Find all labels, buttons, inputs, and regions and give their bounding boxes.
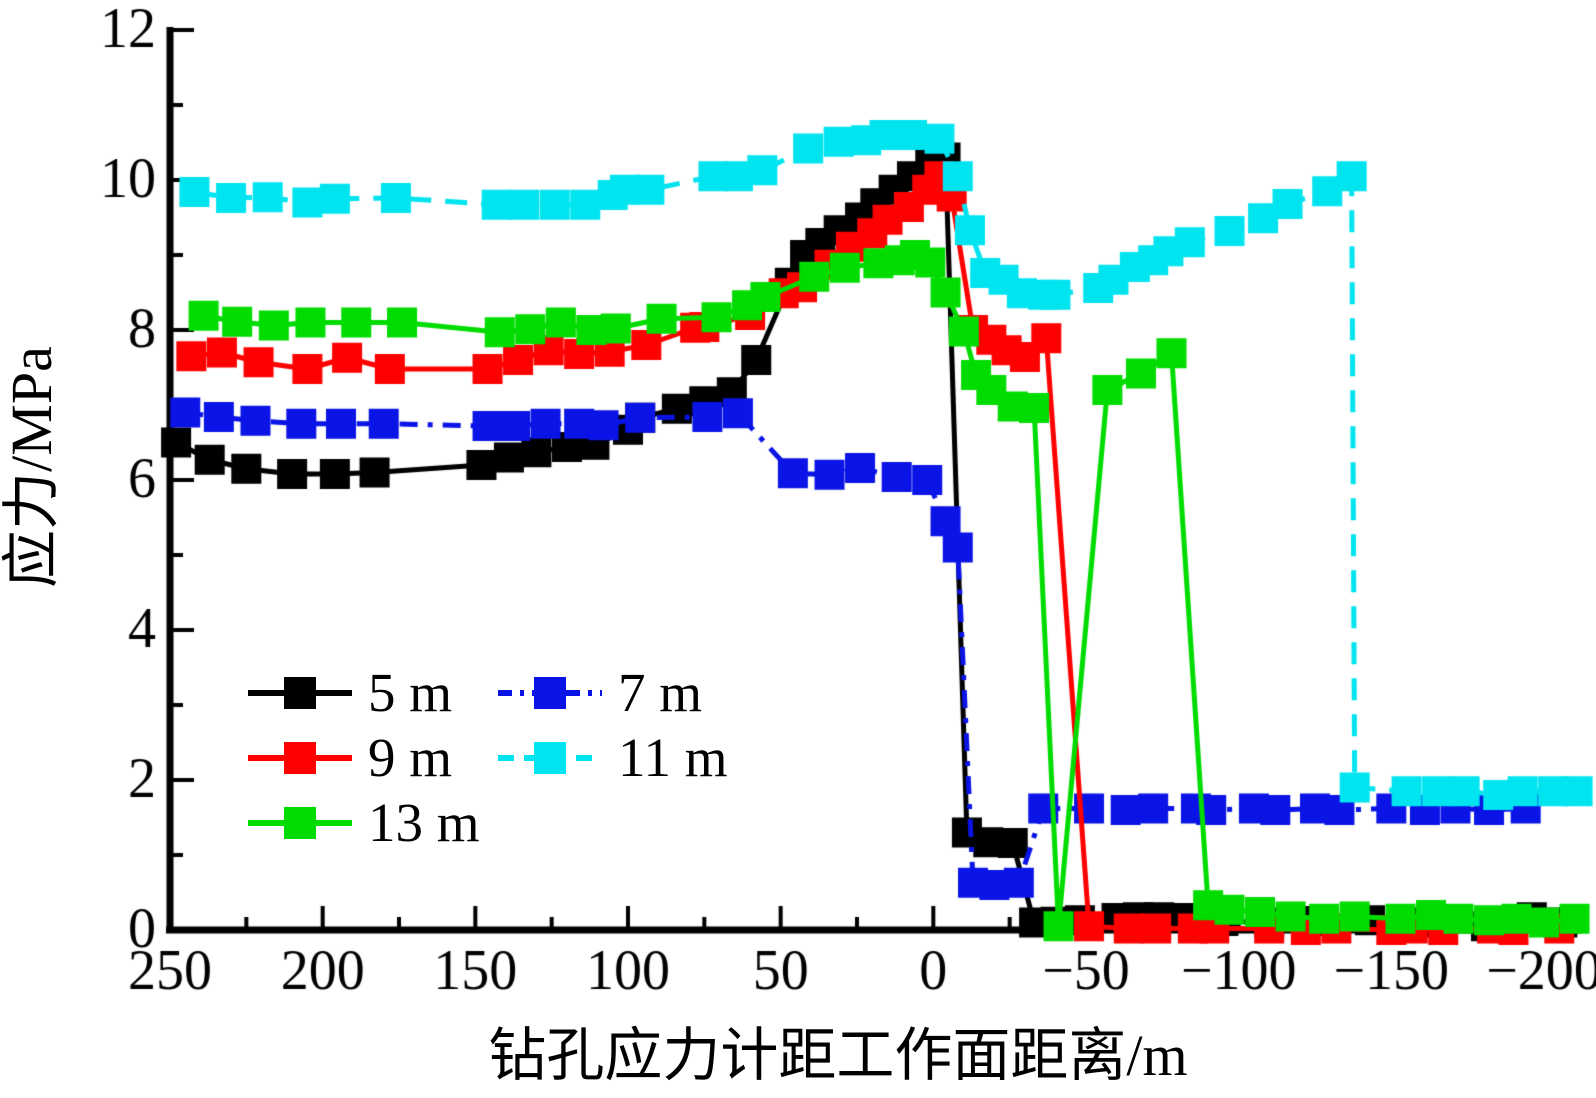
legend-item-11m[interactable]: 11 m [496, 730, 756, 785]
legend: 5 m 7 m 9 m 11 m [246, 660, 756, 855]
legend-swatch-5m [248, 676, 352, 709]
legend-item-13m[interactable]: 13 m [246, 795, 496, 850]
legend-label-13m: 13 m [368, 792, 480, 853]
legend-item-7m[interactable]: 7 m [496, 665, 756, 720]
x-axis-title: 钻孔应力计距工作面距离/m [488, 1023, 1188, 1088]
legend-label-5m: 5 m [368, 662, 453, 723]
legend-label-9m: 9 m [368, 727, 453, 788]
legend-item-5m[interactable]: 5 m [246, 665, 496, 720]
legend-swatch-11m [498, 741, 602, 774]
legend-swatch-13m [248, 806, 352, 839]
legend-label-11m: 11 m [618, 727, 728, 788]
legend-swatch-7m [498, 676, 602, 709]
legend-item-9m[interactable]: 9 m [246, 730, 496, 785]
y-axis-title: 应力/MPa [0, 346, 64, 588]
legend-label-7m: 7 m [618, 662, 703, 723]
legend-swatch-9m [248, 741, 352, 774]
